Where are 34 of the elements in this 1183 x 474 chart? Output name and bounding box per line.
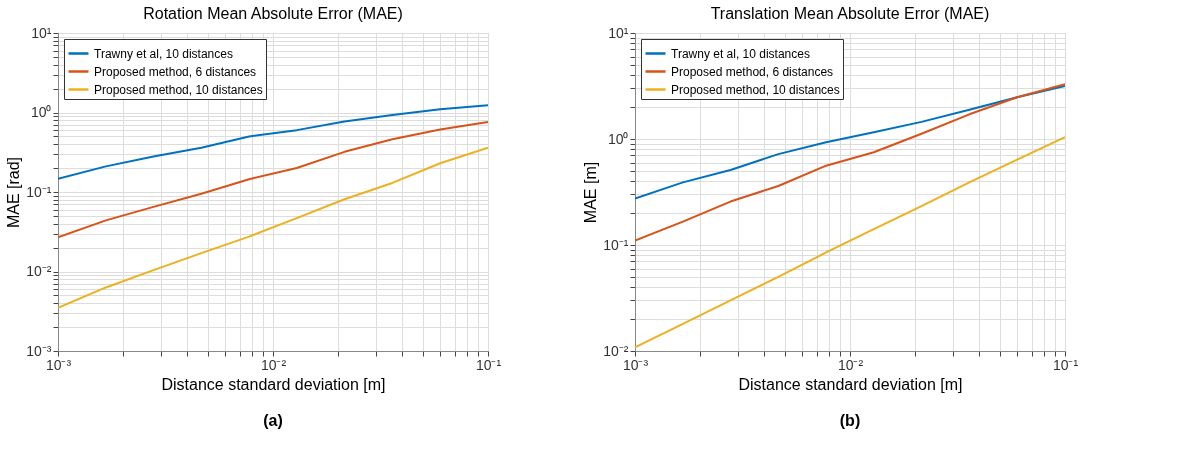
line-series xyxy=(58,146,488,309)
y-tick-label: 10⁻¹ xyxy=(603,236,629,253)
x-tick-label: 10⁻¹ xyxy=(475,356,502,373)
y-tick-label: 10⁻² xyxy=(26,263,52,279)
line-series xyxy=(58,120,488,239)
legend-label: Proposed method, 10 distances xyxy=(94,82,263,97)
line-series xyxy=(58,104,488,180)
line-series xyxy=(635,83,1065,242)
x-tick-label: 10⁻³ xyxy=(45,356,72,373)
y-axis-title: MAE [rad] xyxy=(5,156,23,229)
legend-label: Proposed method, 6 distances xyxy=(94,64,257,79)
text: (a) xyxy=(263,412,283,429)
y-tick-label: 10¹ xyxy=(31,24,52,41)
chart-title: Translation Mean Absolute Error (MAE) xyxy=(710,5,990,22)
x-tick-label: 10⁻² xyxy=(837,356,864,373)
legend-label: Proposed method, 6 distances xyxy=(671,64,834,79)
legend-label: Proposed method, 10 distances xyxy=(671,82,840,97)
x-tick-label: 10⁻¹ xyxy=(1052,356,1079,373)
x-tick-label: 10⁻² xyxy=(260,356,287,373)
x-axis-title: Distance standard deviation [m] xyxy=(738,375,963,393)
y-tick-label: 10⁰ xyxy=(607,130,629,147)
x-axis-title: Distance standard deviation [m] xyxy=(161,375,386,393)
text: (b) xyxy=(839,412,861,429)
y-tick-label: 10⁻³ xyxy=(26,342,52,359)
legend-label: Trawny et al, 10 distances xyxy=(671,46,810,61)
line-series xyxy=(635,85,1065,200)
chart-title: Rotation Mean Absolute Error (MAE) xyxy=(143,5,403,22)
x-tick-label: 10⁻³ xyxy=(622,356,649,373)
y-tick-label: 10⁰ xyxy=(30,104,52,120)
y-tick-label: 10⁻² xyxy=(603,342,629,359)
y-tick-label: 10¹ xyxy=(608,24,629,41)
y-axis-title: MAE [m] xyxy=(582,161,600,224)
y-tick-label: 10⁻¹ xyxy=(26,183,52,200)
legend-label: Trawny et al, 10 distances xyxy=(94,46,233,61)
